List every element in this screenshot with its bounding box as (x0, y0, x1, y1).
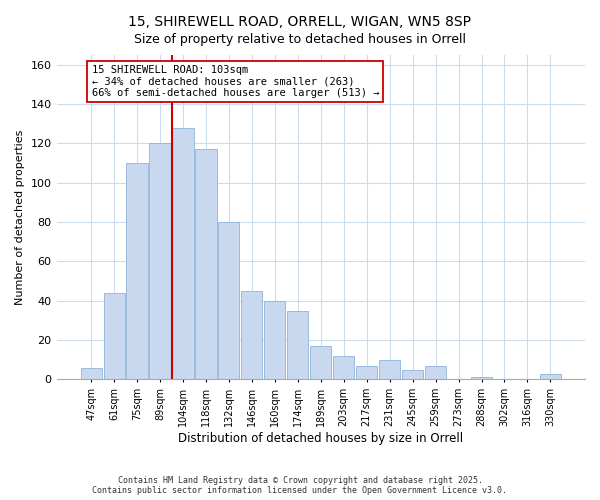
Bar (264, 301, 286, 380)
Text: Contains HM Land Registry data © Crown copyright and database right 2025.
Contai: Contains HM Land Registry data © Crown c… (92, 476, 508, 495)
Bar (196, 150, 217, 380)
Bar (379, 360, 400, 380)
Bar (425, 366, 446, 380)
Text: Size of property relative to detached houses in Orrell: Size of property relative to detached ho… (134, 32, 466, 46)
Y-axis label: Number of detached properties: Number of detached properties (15, 130, 25, 305)
Bar (402, 370, 423, 380)
Bar (356, 366, 377, 380)
Bar (218, 222, 239, 380)
Text: 15 SHIREWELL ROAD: 103sqm
← 34% of detached houses are smaller (263)
66% of semi: 15 SHIREWELL ROAD: 103sqm ← 34% of detac… (92, 65, 379, 98)
X-axis label: Distribution of detached houses by size in Orrell: Distribution of detached houses by size … (178, 432, 463, 445)
Bar (540, 374, 561, 380)
Bar (241, 291, 262, 380)
Text: 15, SHIREWELL ROAD, ORRELL, WIGAN, WN5 8SP: 15, SHIREWELL ROAD, ORRELL, WIGAN, WN5 8… (128, 15, 472, 29)
Bar (80, 368, 101, 380)
Bar (471, 378, 492, 380)
Bar (127, 163, 148, 380)
Bar (149, 144, 170, 380)
Bar (310, 346, 331, 380)
Bar (333, 356, 354, 380)
Bar (104, 293, 125, 380)
Bar (172, 128, 194, 380)
Bar (287, 310, 308, 380)
